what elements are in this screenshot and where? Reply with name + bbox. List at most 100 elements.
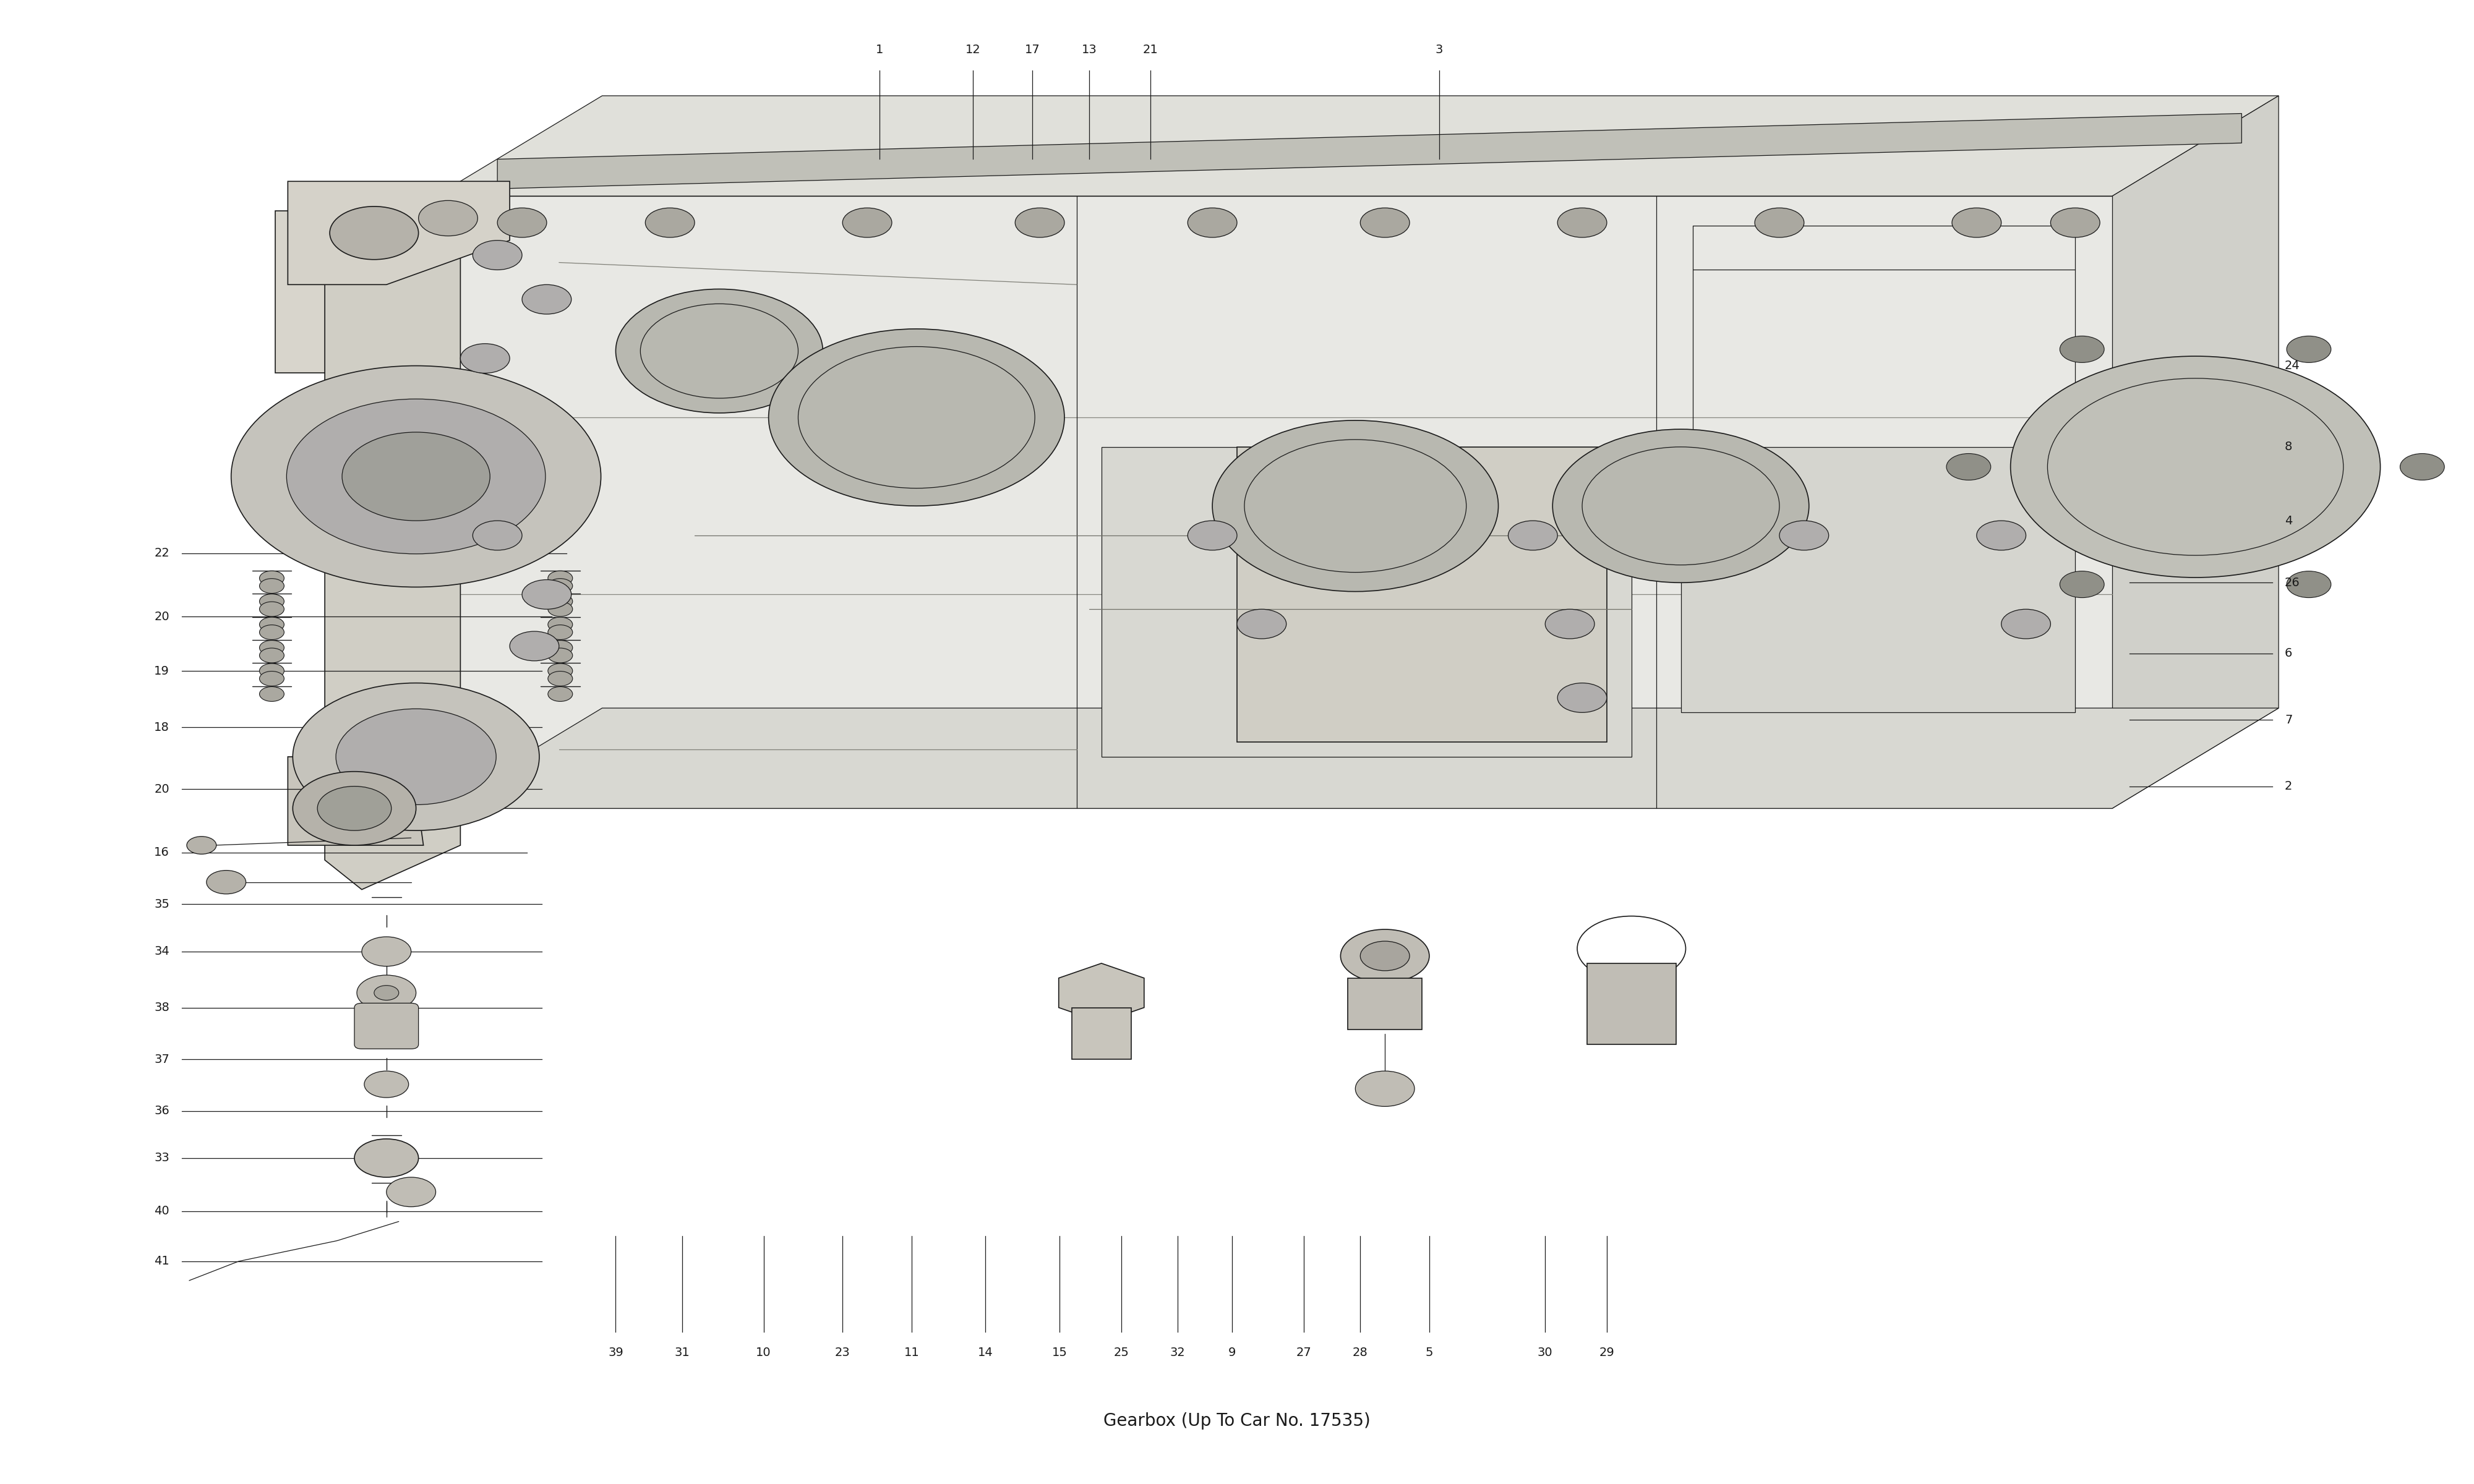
Text: 40: 40 [153,1205,171,1217]
Circle shape [418,200,477,236]
Text: 34: 34 [153,945,171,957]
Circle shape [1779,521,1828,551]
Polygon shape [435,708,2279,809]
Circle shape [547,571,571,586]
Circle shape [1361,208,1410,237]
Text: 15: 15 [1051,1347,1066,1359]
Circle shape [260,579,285,594]
FancyBboxPatch shape [354,1003,418,1049]
Text: 11: 11 [903,1347,920,1359]
Polygon shape [1588,978,1675,1037]
Text: 16: 16 [153,847,171,859]
Text: 3: 3 [1435,45,1442,56]
Circle shape [205,870,245,893]
Circle shape [616,289,824,413]
Circle shape [473,240,522,270]
Circle shape [547,687,571,702]
Circle shape [844,208,891,237]
Circle shape [260,571,285,586]
Circle shape [547,663,571,678]
Polygon shape [287,757,423,846]
Circle shape [260,601,285,616]
Circle shape [1188,521,1237,551]
Circle shape [356,975,416,1011]
Circle shape [2011,356,2380,577]
Circle shape [1237,610,1286,638]
Text: 12: 12 [965,45,980,56]
Circle shape [336,709,497,804]
Polygon shape [497,113,2241,188]
Circle shape [2051,208,2100,237]
Text: 6: 6 [2286,647,2293,659]
Circle shape [1559,683,1606,712]
Circle shape [1546,610,1593,638]
Circle shape [1341,929,1430,982]
Circle shape [2286,571,2331,598]
Polygon shape [1237,447,1606,742]
Circle shape [260,663,285,678]
Text: 29: 29 [1598,1347,1616,1359]
Circle shape [473,521,522,551]
Polygon shape [2113,96,2279,809]
Circle shape [510,631,559,660]
Text: 2: 2 [2286,781,2293,792]
Circle shape [547,579,571,594]
Text: 38: 38 [153,1002,171,1014]
Circle shape [260,649,285,663]
Text: 32: 32 [1170,1347,1185,1359]
Circle shape [769,329,1064,506]
Text: 26: 26 [2286,577,2301,589]
Polygon shape [287,181,510,285]
Text: 20: 20 [153,784,171,795]
Circle shape [460,344,510,372]
Circle shape [2001,610,2051,638]
Text: 41: 41 [153,1255,171,1267]
Polygon shape [275,211,448,372]
Circle shape [2061,335,2105,362]
Circle shape [1188,208,1237,237]
Polygon shape [1101,447,1630,757]
Circle shape [1952,208,2001,237]
Text: 24: 24 [2286,361,2301,371]
Circle shape [1559,208,1606,237]
Text: 13: 13 [1081,45,1096,56]
Text: 23: 23 [834,1347,851,1359]
Polygon shape [324,255,460,889]
Circle shape [547,649,571,663]
Circle shape [260,671,285,686]
Text: 20: 20 [153,611,171,622]
Circle shape [329,206,418,260]
Text: 21: 21 [1143,45,1158,56]
Circle shape [260,594,285,608]
Polygon shape [1680,447,2076,712]
Circle shape [522,580,571,610]
Text: 17: 17 [1024,45,1039,56]
Circle shape [186,837,215,855]
Text: 10: 10 [757,1347,772,1359]
Circle shape [1356,1071,1415,1107]
Circle shape [646,208,695,237]
Text: 36: 36 [153,1106,171,1117]
Text: 28: 28 [1353,1347,1368,1359]
FancyBboxPatch shape [1348,978,1423,1030]
FancyBboxPatch shape [1071,1008,1131,1060]
Circle shape [292,683,539,831]
Circle shape [260,687,285,702]
Circle shape [547,601,571,616]
Circle shape [1977,521,2026,551]
Circle shape [2286,335,2331,362]
Text: 9: 9 [1227,1347,1237,1359]
Text: 27: 27 [1296,1347,1311,1359]
Text: 8: 8 [2286,441,2293,453]
Text: 25: 25 [1113,1347,1128,1359]
Circle shape [361,936,411,966]
Circle shape [547,625,571,640]
Circle shape [547,594,571,608]
Circle shape [1554,429,1808,583]
Circle shape [230,365,601,588]
Circle shape [497,208,547,237]
Text: 33: 33 [153,1152,171,1163]
Circle shape [547,640,571,654]
Text: Gearbox (Up To Car No. 17535): Gearbox (Up To Car No. 17535) [1103,1413,1371,1429]
Text: 18: 18 [153,721,171,733]
